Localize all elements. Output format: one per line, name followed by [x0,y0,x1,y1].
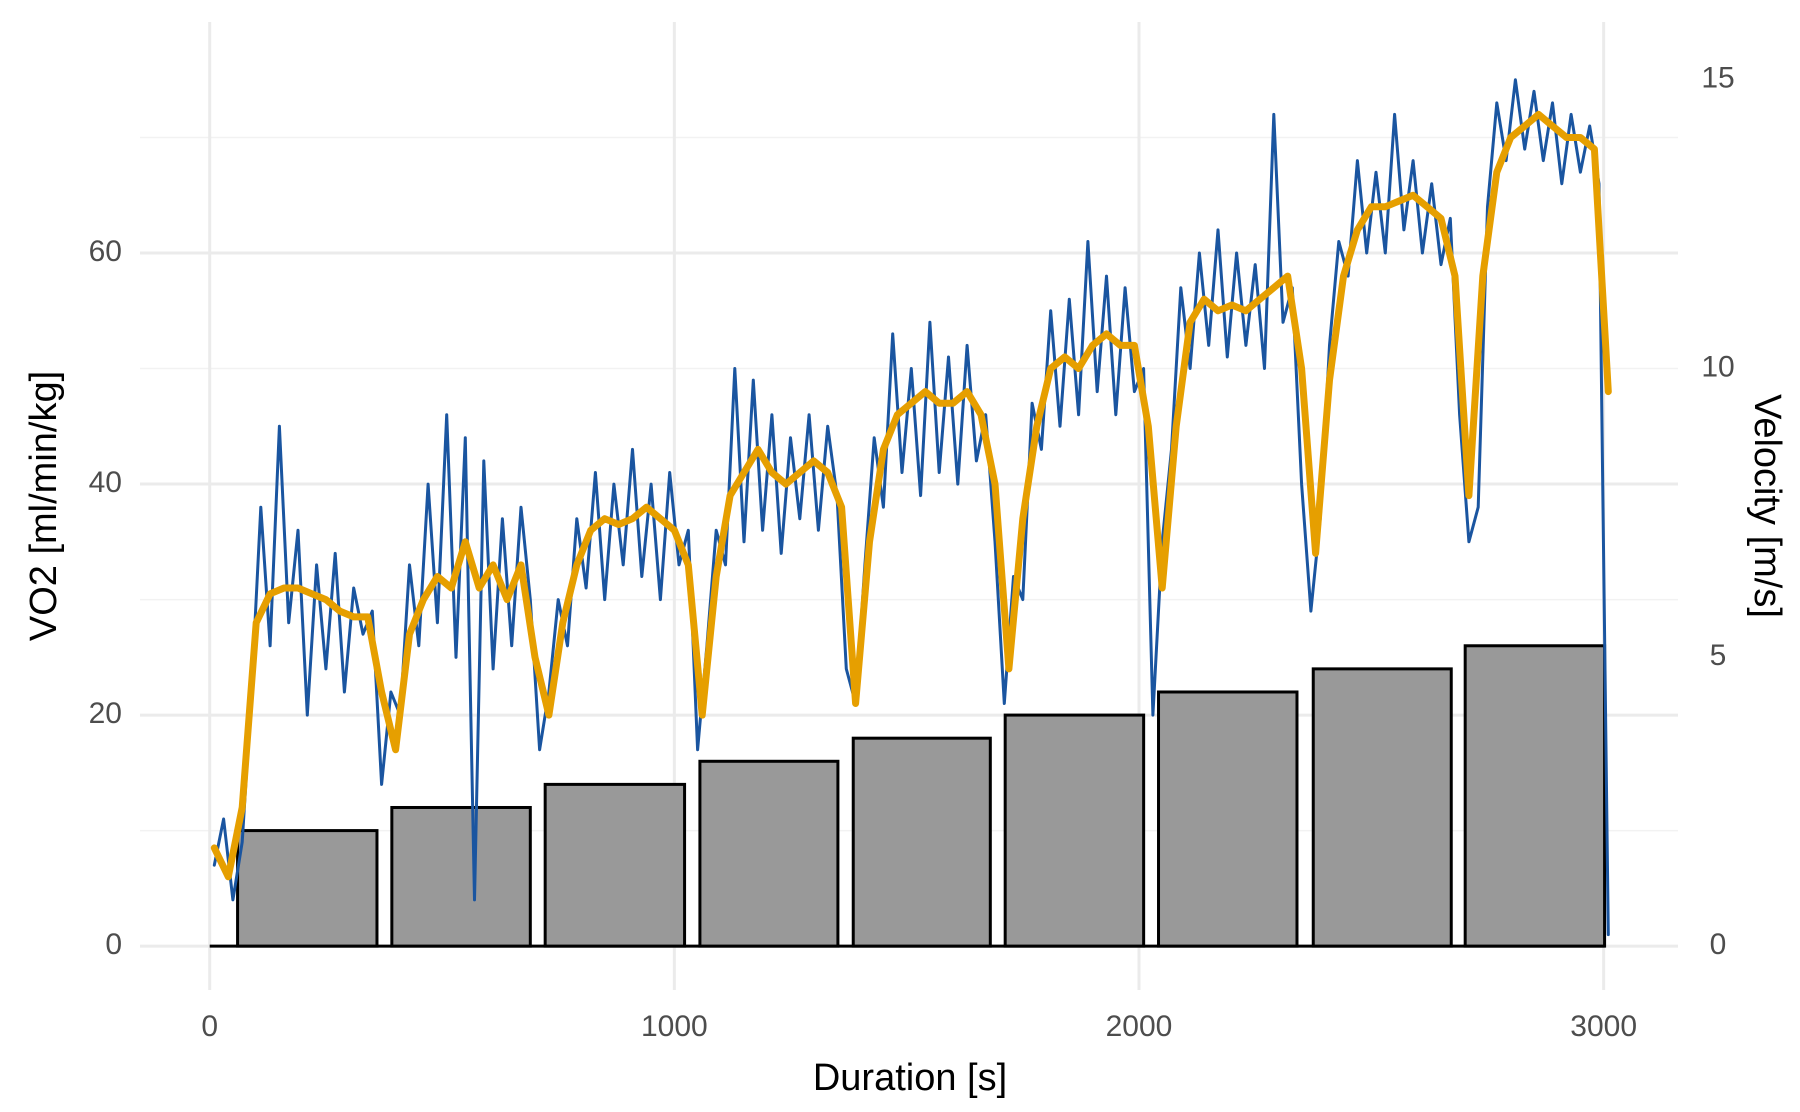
x-tick-label: 3000 [1570,1010,1637,1043]
y2-tick-label: 15 [1701,62,1734,95]
velocity-bar [1003,713,1146,948]
velocity-bar [851,736,992,948]
x-axis-title: Duration [s] [813,1057,1007,1099]
x-tick-label: 1000 [641,1010,708,1043]
velocity-bar [1463,644,1607,948]
velocity-bar [698,759,840,948]
vo2-line [210,110,1612,881]
y2-tick-label: 5 [1710,639,1727,672]
velocity-bar [1157,690,1299,948]
x-tick-label: 2000 [1106,1010,1173,1043]
y2-tick-label: 10 [1701,350,1734,383]
velocity-bar [1311,667,1453,948]
y2-tick-label: 0 [1710,928,1727,961]
y-tick-label: 40 [89,466,122,499]
y-tick-label: 20 [89,697,122,730]
x-tick-label: 0 [201,1010,218,1043]
y2-axis-title: Velocity [m/s] [1746,394,1788,618]
velocity-bar [543,782,687,948]
vo2-line [212,78,1610,937]
y-axis-title: VO2 [ml/min/kg] [23,371,65,641]
y-tick-label: 60 [89,235,122,268]
velocity-bar [390,805,532,948]
velocity-bar [236,829,379,948]
y-tick-label: 0 [105,928,122,961]
